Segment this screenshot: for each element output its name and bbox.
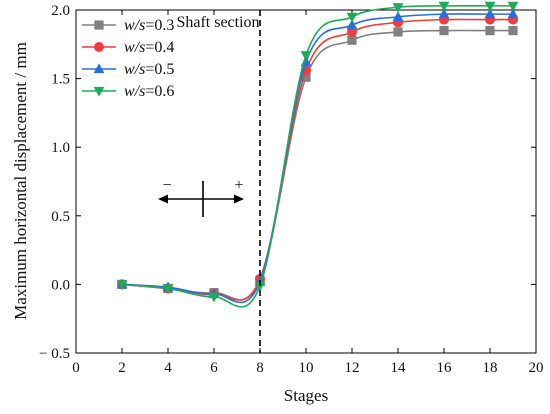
shaft-section-label: Shaft section [176, 14, 259, 31]
x-tick-label: 8 [256, 360, 264, 376]
x-tick-label: 2 [118, 360, 126, 376]
plus-sign: + [234, 177, 243, 194]
legend-marker [93, 86, 105, 97]
data-point [507, 8, 519, 19]
legend-entry: w/s=0.6 [82, 83, 174, 100]
series-w-s-0-6 [116, 1, 519, 308]
legend-marker [94, 42, 104, 52]
legend-entry: w/s=0.3 [82, 17, 174, 34]
data-point [392, 11, 404, 21]
data-point [300, 51, 312, 61]
legend-label: w/s=0.4 [124, 39, 174, 56]
y-tick-label: 0.5 [51, 209, 70, 225]
y-tick-label: 1.5 [51, 72, 70, 88]
arrow-left-head [158, 194, 168, 204]
data-point [346, 12, 358, 23]
y-tick-label: 0.0 [51, 277, 70, 293]
data-point [439, 25, 449, 36]
legend-label: w/s=0.5 [124, 61, 174, 78]
series-w-s-0-3 [117, 25, 518, 301]
series-w-s-0-5 [116, 8, 519, 304]
legend-marker [94, 20, 104, 30]
data-point [162, 284, 174, 295]
data-point [301, 72, 311, 82]
legend-entry: w/s=0.5 [82, 61, 174, 78]
legend-label: w/s=0.3 [124, 17, 174, 34]
x-tick-label: 18 [483, 360, 498, 376]
data-point [438, 8, 450, 19]
data-point [392, 3, 404, 13]
data-point [346, 19, 358, 30]
x-axis-label: Stages [284, 386, 328, 405]
legend-marker [93, 63, 105, 74]
x-tick-label: 10 [299, 360, 314, 376]
data-point [347, 35, 357, 45]
x-tick-label: 16 [437, 360, 453, 376]
series-group [116, 1, 519, 308]
series-line [121, 29, 513, 301]
data-point [347, 26, 357, 37]
data-point [484, 1, 496, 12]
axis-ticks: 0 2 4 6 8 10 12 14 16 18 20 − 0.5 0.0 0.5 1.0 1.5 2.0 [39, 3, 543, 376]
y-tick-label: 1.0 [51, 140, 70, 156]
legend-entry: w/s=0.4 [82, 39, 174, 56]
data-point [116, 280, 128, 290]
x-tick-label: 20 [529, 360, 544, 376]
series-line [121, 4, 513, 308]
series-w-s-0-4 [117, 14, 518, 301]
data-point [485, 25, 495, 36]
y-tick-label: − 0.5 [39, 346, 70, 362]
minus-sign: − [162, 177, 171, 194]
x-tick-label: 0 [72, 360, 80, 376]
annotations: Shaft section − + [158, 10, 261, 353]
legend-label: w/s=0.6 [124, 83, 174, 100]
data-point [254, 281, 266, 292]
data-point [208, 292, 220, 303]
series-line [121, 13, 513, 304]
y-axis-label: Maximum horizontal displacement / mm [11, 42, 30, 320]
data-point [438, 1, 450, 12]
data-point [508, 25, 518, 36]
data-point [484, 8, 496, 19]
data-point [507, 1, 519, 12]
series-line [121, 18, 513, 301]
legend: w/s=0.3 w/s=0.4 w/s=0.5 w/s=0.6 [82, 17, 174, 100]
x-tick-label: 6 [210, 360, 218, 376]
data-point [393, 27, 403, 37]
x-tick-label: 12 [345, 360, 360, 376]
x-tick-label: 14 [391, 360, 407, 376]
x-tick-label: 4 [164, 360, 172, 376]
y-tick-label: 2.0 [51, 3, 70, 19]
arrow-right-head [234, 194, 244, 204]
